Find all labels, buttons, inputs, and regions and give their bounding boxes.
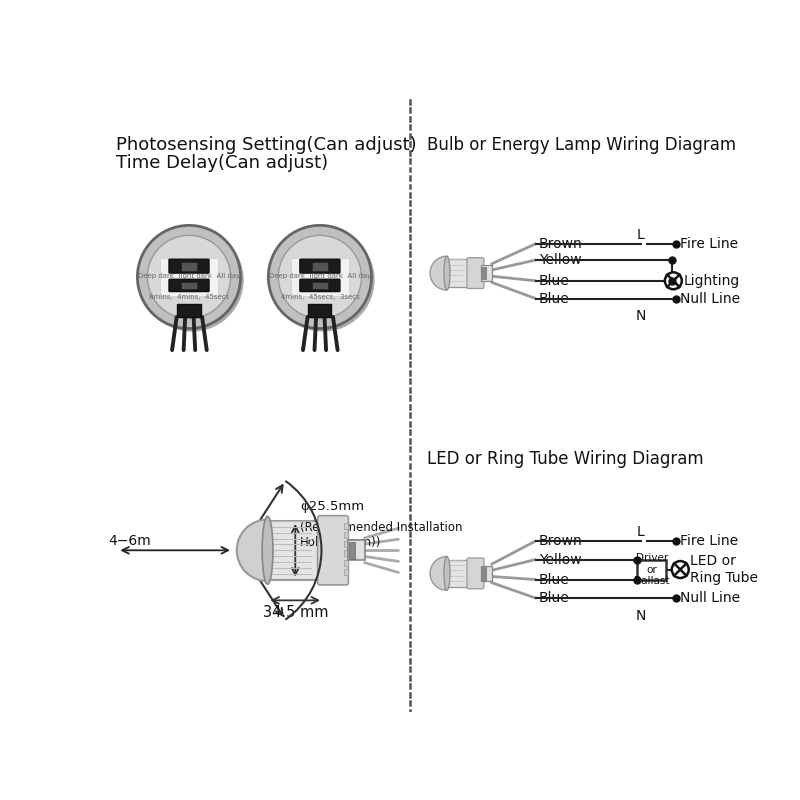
Circle shape xyxy=(268,226,371,329)
Text: LED or
Ring Tube: LED or Ring Tube xyxy=(690,554,758,585)
Text: L: L xyxy=(637,525,645,538)
Text: 34.5 mm: 34.5 mm xyxy=(262,605,328,620)
FancyBboxPatch shape xyxy=(169,259,209,273)
Text: (Recommended Installation
Holeφ26mm)): (Recommended Installation Holeφ26mm)) xyxy=(300,521,462,549)
Wedge shape xyxy=(237,519,267,581)
Ellipse shape xyxy=(444,256,450,290)
Wedge shape xyxy=(430,256,447,290)
Text: Brown: Brown xyxy=(538,237,582,251)
Circle shape xyxy=(278,235,362,318)
Text: φ25.5mm: φ25.5mm xyxy=(300,500,364,514)
Circle shape xyxy=(147,235,230,318)
Bar xyxy=(447,559,470,587)
FancyBboxPatch shape xyxy=(290,258,349,296)
Bar xyxy=(308,304,331,317)
Text: x: x xyxy=(324,546,331,559)
Text: Time Delay(Can adjust): Time Delay(Can adjust) xyxy=(116,154,328,172)
Text: Driver
or
Ballast: Driver or Ballast xyxy=(634,553,670,586)
Bar xyxy=(344,550,348,557)
FancyBboxPatch shape xyxy=(318,516,349,585)
FancyBboxPatch shape xyxy=(467,558,484,589)
FancyBboxPatch shape xyxy=(467,258,484,289)
Bar xyxy=(349,542,355,558)
FancyBboxPatch shape xyxy=(300,259,340,273)
Circle shape xyxy=(141,229,244,332)
Ellipse shape xyxy=(262,517,273,584)
Bar xyxy=(481,566,492,581)
Bar xyxy=(178,304,201,317)
Text: Null Line: Null Line xyxy=(679,591,740,605)
Circle shape xyxy=(665,272,682,290)
Bar xyxy=(481,266,492,281)
Bar xyxy=(267,521,323,579)
Text: Yellow: Yellow xyxy=(538,553,582,566)
Text: Blue: Blue xyxy=(538,591,570,605)
Bar xyxy=(637,559,666,579)
Text: Yellow: Yellow xyxy=(538,253,582,267)
Text: L: L xyxy=(637,227,645,242)
Bar xyxy=(182,262,197,270)
Text: Lighting: Lighting xyxy=(683,274,740,288)
Bar xyxy=(482,267,486,279)
Text: N: N xyxy=(636,609,646,623)
Text: Bulb or Energy Lamp Wiring Diagram: Bulb or Energy Lamp Wiring Diagram xyxy=(427,136,736,154)
Bar xyxy=(348,540,365,560)
Wedge shape xyxy=(430,557,447,590)
Text: Null Line: Null Line xyxy=(679,291,740,306)
FancyBboxPatch shape xyxy=(160,258,218,296)
Text: Deep dark  light dark  All day: Deep dark light dark All day xyxy=(138,273,240,279)
Bar xyxy=(182,282,197,290)
Text: Deep dark  light dark  All day: Deep dark light dark All day xyxy=(269,273,371,279)
Circle shape xyxy=(138,226,241,329)
Circle shape xyxy=(271,229,374,332)
FancyBboxPatch shape xyxy=(169,279,209,291)
Bar xyxy=(312,262,328,270)
Text: 110°: 110° xyxy=(248,559,282,574)
Text: Brown: Brown xyxy=(538,534,582,548)
Text: LED or Ring Tube Wiring Diagram: LED or Ring Tube Wiring Diagram xyxy=(427,450,703,468)
Text: Fire Line: Fire Line xyxy=(679,237,738,251)
Bar xyxy=(344,541,348,547)
Bar xyxy=(344,569,348,575)
Bar xyxy=(344,522,348,529)
Ellipse shape xyxy=(444,557,450,590)
Text: 4mins,  45secs,  3secs: 4mins, 45secs, 3secs xyxy=(281,294,359,300)
Text: Blue: Blue xyxy=(538,291,570,306)
Bar xyxy=(312,282,328,290)
Text: Blue: Blue xyxy=(538,274,570,288)
Circle shape xyxy=(672,561,689,578)
Text: Blue: Blue xyxy=(538,573,570,586)
Bar xyxy=(344,532,348,538)
FancyBboxPatch shape xyxy=(300,279,340,291)
Text: N: N xyxy=(636,310,646,323)
Text: Fire Line: Fire Line xyxy=(679,534,738,548)
Bar xyxy=(344,559,348,566)
Text: 8mins,  4mins,  45secs: 8mins, 4mins, 45secs xyxy=(149,294,229,300)
Bar xyxy=(447,259,470,287)
Bar xyxy=(482,567,486,579)
Text: Photosensing Setting(Can adjust): Photosensing Setting(Can adjust) xyxy=(116,136,417,154)
Text: 4−6m: 4−6m xyxy=(108,534,151,548)
